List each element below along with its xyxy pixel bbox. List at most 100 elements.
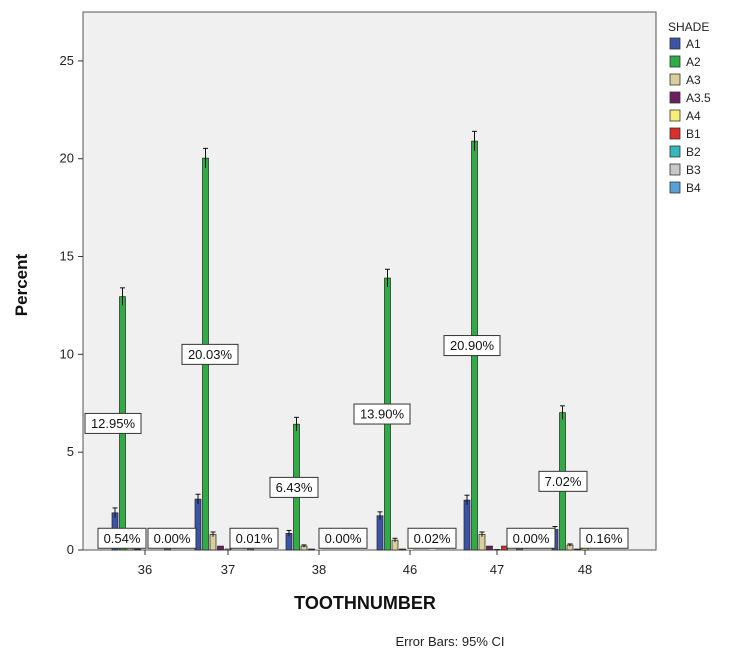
- legend-swatch: [669, 181, 681, 194]
- x-tick-label: 36: [138, 562, 152, 577]
- x-axis-title: TOOTHNUMBER: [294, 593, 436, 613]
- data-label-box: [407, 527, 457, 549]
- footnote: Error Bars: 95% CI: [395, 634, 504, 649]
- y-tick-label: 20: [60, 151, 74, 166]
- legend-item-B1: B1: [669, 127, 701, 141]
- data-label: 7.02%: [538, 470, 588, 492]
- y-axis-title: Percent: [12, 253, 31, 316]
- bar-A3-5-48: [574, 548, 581, 551]
- bar-A3-5-37: [217, 545, 224, 551]
- data-label-box: [229, 527, 279, 549]
- bar-A4-37: [224, 548, 232, 551]
- data-label-text: 6.43%: [276, 480, 313, 495]
- bar-B3-47: [516, 548, 523, 551]
- bar-A3-5-47: [486, 545, 493, 551]
- y-tick-label: 25: [60, 53, 74, 68]
- data-label: 0.54%: [97, 527, 147, 549]
- labels-layer: 12.95% 0.54% 0.00% 20.03% 0.01% 6.43% 0.00% 13.…: [84, 335, 629, 549]
- x-axis: 36 37 38 46 47 48: [138, 550, 592, 577]
- legend-item-B3: B3: [669, 163, 701, 177]
- bar-A1-47: [463, 499, 471, 551]
- legend-item-A2: A2: [669, 55, 701, 69]
- legend-swatch: [669, 73, 681, 86]
- data-label-text: 0.00%: [154, 531, 191, 546]
- bar-B3-36: [164, 548, 171, 551]
- legend: A1 A2 A3 A3.5 A4 B1 B2 B3 B4: [669, 37, 711, 195]
- data-label-text: 0.54%: [104, 531, 141, 546]
- bar-A3-47: [478, 533, 486, 551]
- y-tick-label: 0: [67, 542, 74, 557]
- data-label-text: 20.03%: [188, 347, 233, 362]
- y-axis: 0 5 10 15 20 25: [60, 53, 83, 557]
- plot-area: [82, 11, 657, 551]
- x-tick-label: 37: [221, 562, 235, 577]
- data-label: 20.90%: [443, 335, 501, 357]
- legend-item-A1: A1: [669, 37, 701, 51]
- data-label-box: [181, 343, 239, 365]
- y-tick-label: 15: [60, 249, 74, 264]
- legend-label: B1: [686, 127, 701, 141]
- x-tick-label: 46: [403, 562, 417, 577]
- data-label: 0.00%: [147, 527, 197, 549]
- legend-label: A3: [686, 73, 701, 87]
- y-tick-label: 10: [60, 346, 74, 361]
- legend-label: B4: [686, 181, 701, 195]
- data-label-box: [538, 470, 588, 492]
- legend-label: A4: [686, 109, 701, 123]
- data-label: 13.90%: [353, 403, 411, 425]
- data-label-box: [84, 412, 142, 434]
- legend-swatch: [669, 91, 681, 104]
- bar-A3-5-38: [308, 548, 315, 551]
- data-label: 12.95%: [84, 412, 142, 434]
- data-label-box: [579, 527, 629, 549]
- legend-item-A3-5: A3.5: [669, 91, 711, 105]
- legend-swatch: [669, 109, 681, 122]
- legend-label: A2: [686, 55, 701, 69]
- bar-A3-37: [209, 533, 217, 551]
- data-label: 0.01%: [229, 527, 279, 549]
- bar-A3-5-36: [134, 548, 141, 551]
- legend-title: SHADE: [668, 20, 709, 34]
- bar-A3-5-46: [399, 548, 406, 551]
- bar-A1-46: [376, 515, 384, 551]
- x-tick-label: 47: [490, 562, 504, 577]
- x-tick-label: 48: [578, 562, 592, 577]
- legend-swatch: [669, 163, 681, 176]
- x-tick-label: 38: [312, 562, 326, 577]
- data-label-text: 0.16%: [586, 531, 623, 546]
- y-tick-label: 5: [67, 444, 74, 459]
- legend-swatch: [669, 127, 681, 140]
- data-label: 0.00%: [318, 527, 368, 549]
- data-label-text: 0.02%: [414, 531, 451, 546]
- data-label-text: 13.90%: [360, 407, 405, 422]
- data-label: 0.16%: [579, 527, 629, 549]
- data-label-text: 0.00%: [325, 531, 362, 546]
- data-label-text: 20.90%: [450, 338, 495, 353]
- data-label: 0.02%: [407, 527, 457, 549]
- legend-swatch: [669, 55, 681, 68]
- legend-label: B3: [686, 163, 701, 177]
- legend-item-B4: B4: [669, 181, 701, 195]
- data-label-box: [443, 335, 501, 357]
- data-label-text: 7.02%: [545, 474, 582, 489]
- bar-B3-37: [247, 548, 254, 551]
- data-label: 20.03%: [181, 343, 239, 365]
- data-label-text: 12.95%: [91, 416, 136, 431]
- data-label: 0.00%: [506, 527, 556, 549]
- data-label-text: 0.00%: [513, 531, 550, 546]
- data-label-box: [353, 403, 411, 425]
- data-label-box: [97, 527, 147, 549]
- data-label: 6.43%: [269, 476, 319, 498]
- legend-item-A4: A4: [669, 109, 701, 123]
- legend-label: A3.5: [686, 91, 711, 105]
- data-label-box: [269, 476, 319, 498]
- legend-label: B2: [686, 145, 701, 159]
- legend-swatch: [669, 37, 681, 50]
- legend-swatch: [669, 145, 681, 158]
- legend-label: A1: [686, 37, 701, 51]
- data-label-box: [147, 527, 197, 549]
- legend-item-B2: B2: [669, 145, 701, 159]
- data-label-box: [318, 527, 368, 549]
- data-label-box: [506, 527, 556, 549]
